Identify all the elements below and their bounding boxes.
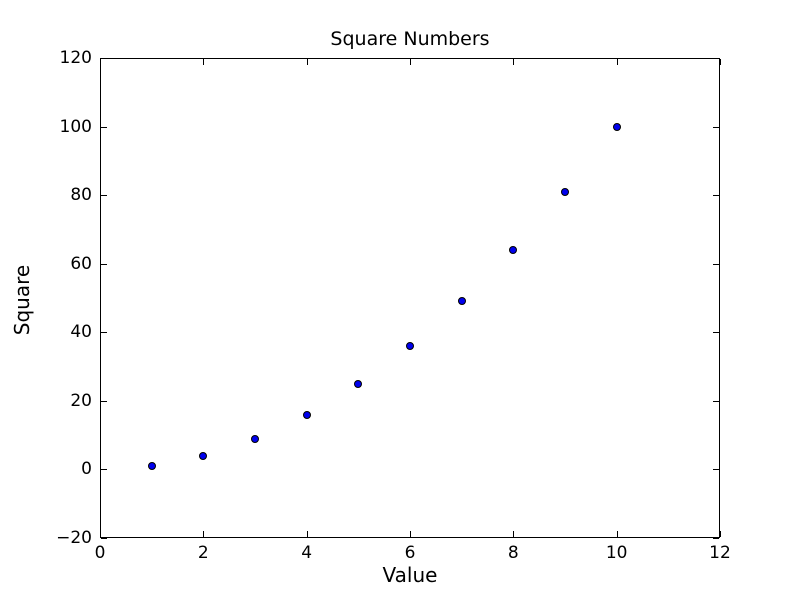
x-tick-mark: [100, 531, 101, 537]
x-tick-mark: [203, 59, 205, 65]
x-tick-mark: [306, 59, 308, 65]
x-tick-mark: [410, 59, 411, 65]
x-tick-label: 12: [709, 543, 731, 563]
x-tick-mark: [513, 59, 515, 65]
data-point: [147, 462, 156, 470]
x-tick-label: 6: [404, 543, 416, 563]
x-tick-label: 8: [507, 543, 519, 563]
y-tick-mark: [101, 332, 107, 334]
chart-title: Square Numbers: [330, 28, 490, 50]
y-tick-mark: [101, 469, 107, 471]
x-tick-mark: [410, 531, 411, 537]
y-tick-mark: [101, 195, 107, 197]
data-point: [457, 297, 466, 306]
data-point: [406, 342, 414, 350]
y-tick-label: 120: [59, 48, 92, 68]
x-tick-mark: [720, 531, 721, 537]
data-point: [612, 122, 621, 131]
y-tick-mark: [101, 400, 107, 402]
data-point: [251, 434, 259, 443]
y-tick-mark: [713, 58, 719, 59]
x-tick-mark: [616, 531, 618, 537]
x-tick-mark: [513, 531, 515, 537]
y-tick-label: 60: [70, 253, 92, 274]
y-tick-label: 20: [70, 390, 92, 411]
x-tick-mark: [100, 59, 101, 65]
y-tick-mark: [713, 195, 719, 197]
x-tick-label: 2: [197, 543, 209, 563]
x-axis-label: Value: [382, 563, 438, 587]
data-point: [199, 451, 208, 460]
y-tick-mark: [713, 126, 719, 128]
y-tick-mark: [101, 263, 107, 265]
y-tick-mark: [101, 126, 107, 128]
y-tick-mark: [713, 469, 719, 471]
x-tick-mark: [306, 531, 308, 537]
data-point: [302, 410, 311, 419]
data-point: [561, 187, 569, 196]
y-tick-label: −20: [56, 528, 92, 548]
y-tick-label: 80: [70, 185, 92, 206]
x-tick-mark: [616, 59, 618, 65]
plot-area: [100, 58, 720, 538]
y-tick-mark: [713, 538, 719, 539]
y-tick-mark: [101, 58, 107, 59]
x-tick-label: 10: [605, 543, 628, 563]
y-tick-mark: [713, 400, 719, 402]
x-tick-label: 4: [301, 543, 313, 563]
x-tick-mark: [720, 59, 721, 65]
data-point: [354, 379, 363, 388]
data-point: [509, 246, 518, 254]
x-tick-mark: [203, 531, 205, 537]
y-axis-label: Square: [10, 264, 34, 336]
y-tick-label: 0: [81, 459, 92, 480]
y-tick-mark: [713, 332, 719, 334]
y-tick-mark: [713, 263, 719, 265]
y-tick-mark: [101, 538, 107, 539]
x-tick-label: 0: [94, 543, 106, 563]
y-tick-label: 40: [70, 322, 92, 343]
y-tick-label: 100: [59, 116, 92, 137]
